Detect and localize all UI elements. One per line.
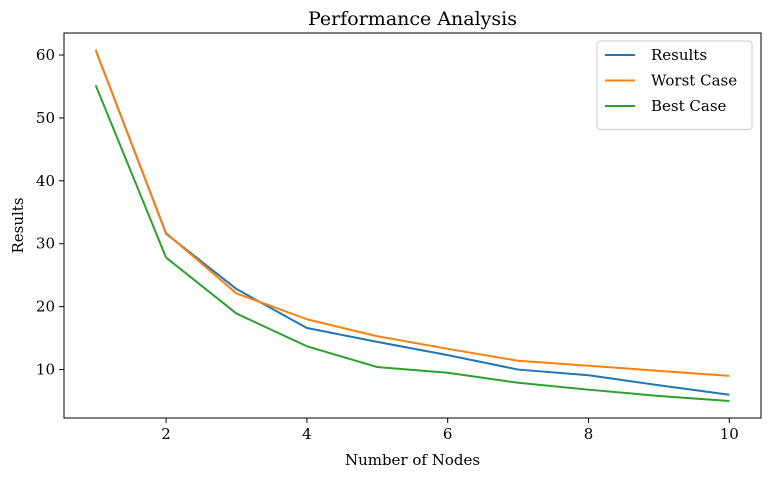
x-tick-label: 8 bbox=[584, 425, 594, 443]
series-line bbox=[94, 49, 730, 377]
x-tick-label: 4 bbox=[302, 425, 312, 443]
legend-label: Worst Case bbox=[651, 72, 737, 90]
series-line bbox=[94, 84, 730, 403]
y-tick-label: 60 bbox=[36, 46, 55, 64]
series-line bbox=[94, 49, 730, 396]
chart-title: Performance Analysis bbox=[308, 8, 517, 30]
x-axis-label: Number of Nodes bbox=[345, 451, 480, 469]
x-tick-label: 6 bbox=[443, 425, 453, 443]
legend: Results Worst Case Best Case bbox=[596, 40, 753, 130]
y-tick-label: 50 bbox=[36, 109, 55, 127]
y-axis-label: Results bbox=[9, 197, 27, 253]
x-tick-label: 10 bbox=[720, 425, 739, 443]
legend-box bbox=[596, 40, 753, 130]
y-tick-label: 30 bbox=[36, 235, 55, 253]
x-tick-label: 2 bbox=[161, 425, 171, 443]
y-tick-label: 40 bbox=[36, 172, 55, 190]
legend-label: Best Case bbox=[651, 97, 727, 115]
y-tick-label: 10 bbox=[36, 361, 55, 379]
legend-label: Results bbox=[651, 46, 707, 64]
plot-frame bbox=[63, 32, 762, 419]
y-tick-label: 20 bbox=[36, 298, 55, 316]
plot-area bbox=[94, 49, 730, 403]
